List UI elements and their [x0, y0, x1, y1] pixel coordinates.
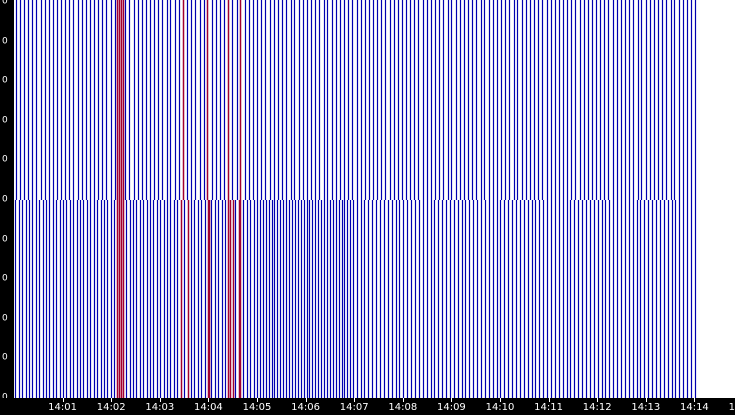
x-tick-label: 14:06: [291, 402, 321, 413]
x-tick-label: 14:08: [388, 402, 418, 413]
x-tick-label: 14:05: [242, 402, 272, 413]
y-tick-label: 0: [2, 393, 8, 403]
event-strip-chart: [14, 0, 697, 398]
y-tick-label: 0: [2, 313, 8, 324]
y-tick-label: 0: [2, 234, 8, 245]
x-tick-mark: [160, 398, 161, 402]
x-tick-mark: [257, 398, 258, 402]
x-tick-label: 14:11: [534, 402, 564, 413]
y-tick-label: 0: [2, 194, 8, 205]
y-tick-label: 0: [2, 0, 8, 7]
x-tick-label: 14:10: [485, 402, 515, 413]
x-tick-mark: [451, 398, 452, 402]
y-tick-label: 0: [2, 273, 8, 284]
x-tick-mark: [500, 398, 501, 402]
plot-area: [14, 0, 735, 398]
y-tick-label: 0: [2, 75, 8, 86]
y-tick-label: 0: [2, 352, 8, 363]
x-tick-label: 14:01: [48, 402, 78, 413]
x-axis: 14:01 14:02 14:03 14:04 14:05 14:06 14:07 14:08…: [0, 398, 735, 415]
x-tick-label: 14:13: [631, 402, 661, 413]
x-tick-label: 14:04: [193, 402, 223, 413]
x-tick-mark: [63, 398, 64, 402]
y-tick-label: 0: [2, 154, 8, 165]
x-tick-mark: [646, 398, 647, 402]
x-tick-mark: [208, 398, 209, 402]
x-tick-mark: [597, 398, 598, 402]
x-tick-label: 14:14: [679, 402, 709, 413]
x-tick-label: 14:03: [145, 402, 175, 413]
x-tick-mark: [694, 398, 695, 402]
x-tick-mark: [111, 398, 112, 402]
x-tick-label: 14:07: [339, 402, 369, 413]
y-axis: 0 0 0 0 0 0 0 0 0 0 0: [0, 0, 14, 415]
x-tick-label: 14:02: [96, 402, 126, 413]
x-tick-label: 14:12: [582, 402, 612, 413]
y-tick-label: 0: [2, 36, 8, 47]
x-tick-label: 14:15: [728, 402, 735, 413]
x-tick-mark: [549, 398, 550, 402]
x-tick-mark: [306, 398, 307, 402]
x-tick-mark: [354, 398, 355, 402]
x-tick-mark: [403, 398, 404, 402]
x-tick-label: 14:09: [436, 402, 466, 413]
y-tick-label: 0: [2, 115, 8, 126]
